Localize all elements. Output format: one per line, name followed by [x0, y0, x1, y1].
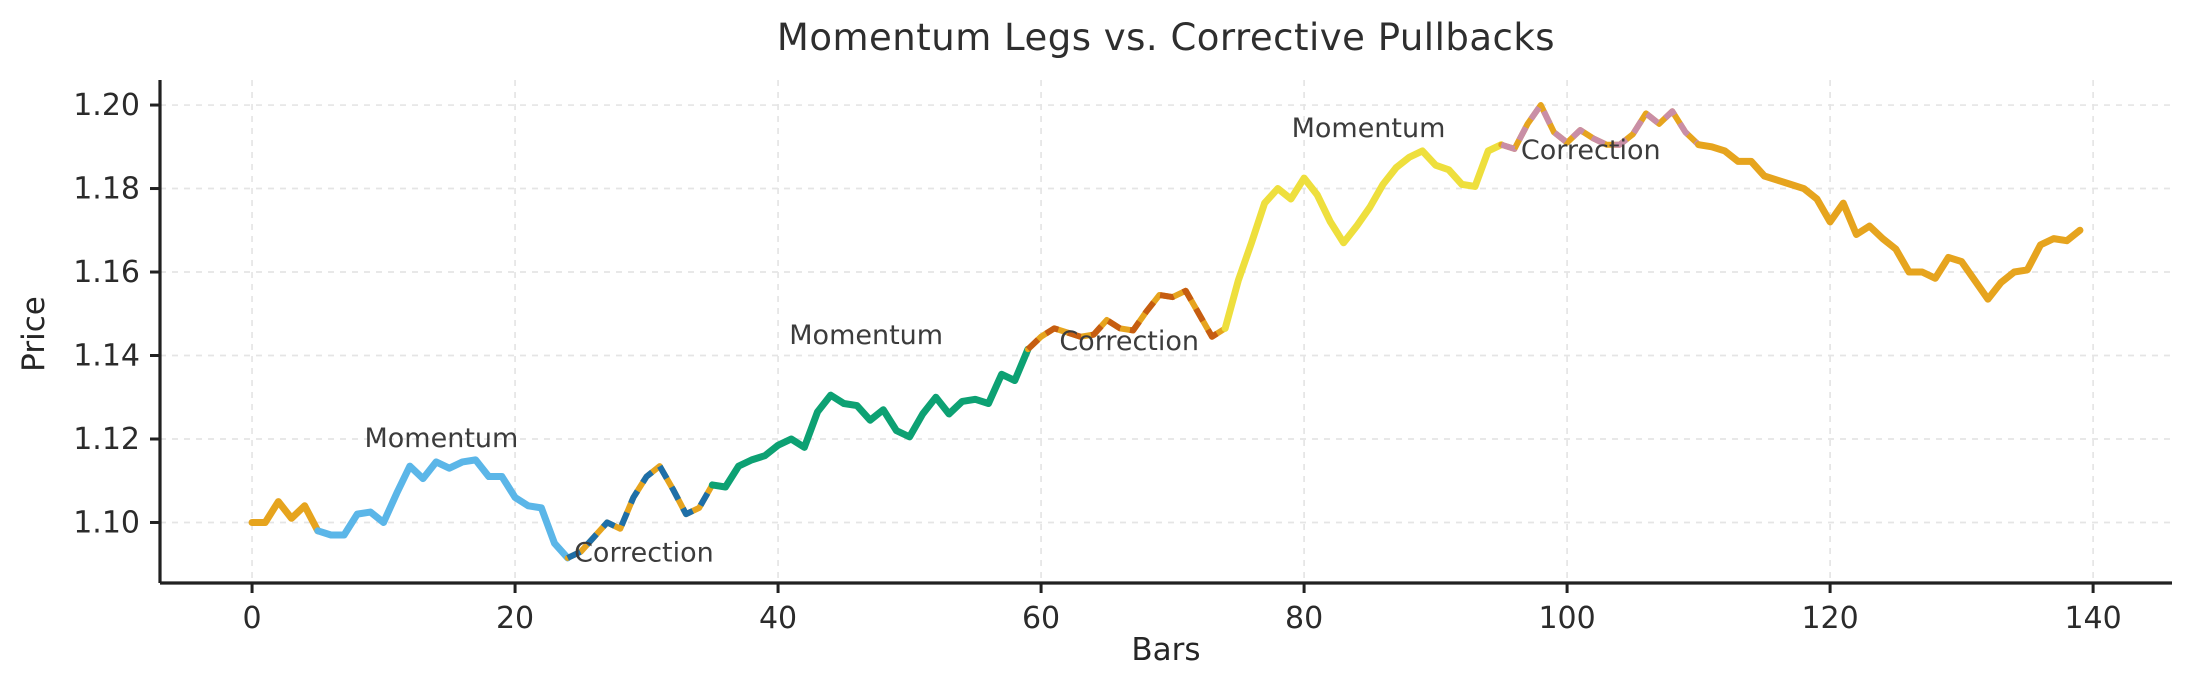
series-segment-base-start: [248, 498, 322, 535]
series-segment-base-end: [1695, 141, 2084, 303]
series-segment-correction-3: [1500, 102, 1701, 152]
x-axis-label: Bars: [1131, 632, 1201, 668]
annotation-label: Correction: [1059, 326, 1199, 357]
y-tick-label: 1.12: [73, 422, 140, 457]
x-tick-label: 60: [1022, 601, 1060, 636]
x-tick-label: 100: [1538, 601, 1595, 636]
x-tick-label: 0: [243, 601, 262, 636]
annotation-label: Correction: [1521, 135, 1661, 166]
series-segment-correction-1: [566, 463, 715, 561]
y-tick-label: 1.18: [73, 172, 140, 207]
series-segment-correction-2-base: [1024, 287, 1229, 353]
y-tick-label: 1.14: [73, 339, 140, 374]
series-segment-momentum-1: [314, 456, 572, 562]
annotation-label: Momentum: [1292, 113, 1446, 144]
x-tick-label: 20: [496, 601, 534, 636]
y-tick-label: 1.10: [73, 505, 140, 540]
annotation-label: Momentum: [364, 423, 518, 454]
x-tick-label: 40: [759, 601, 797, 636]
chart-title: Momentum Legs vs. Corrective Pullbacks: [776, 16, 1556, 59]
y-tick-label: 1.16: [73, 255, 140, 290]
x-tick-label: 140: [2064, 601, 2121, 636]
y-axis-label: Price: [16, 296, 52, 372]
annotation-label: Momentum: [789, 320, 943, 351]
x-tick-label: 80: [1285, 601, 1323, 636]
series-segment-momentum-2: [708, 345, 1032, 491]
annotation-label: Correction: [574, 538, 714, 569]
y-tick-label: 1.20: [73, 88, 140, 123]
x-tick-label: 120: [1801, 601, 1858, 636]
series-segment-momentum-3: [1221, 141, 1505, 332]
